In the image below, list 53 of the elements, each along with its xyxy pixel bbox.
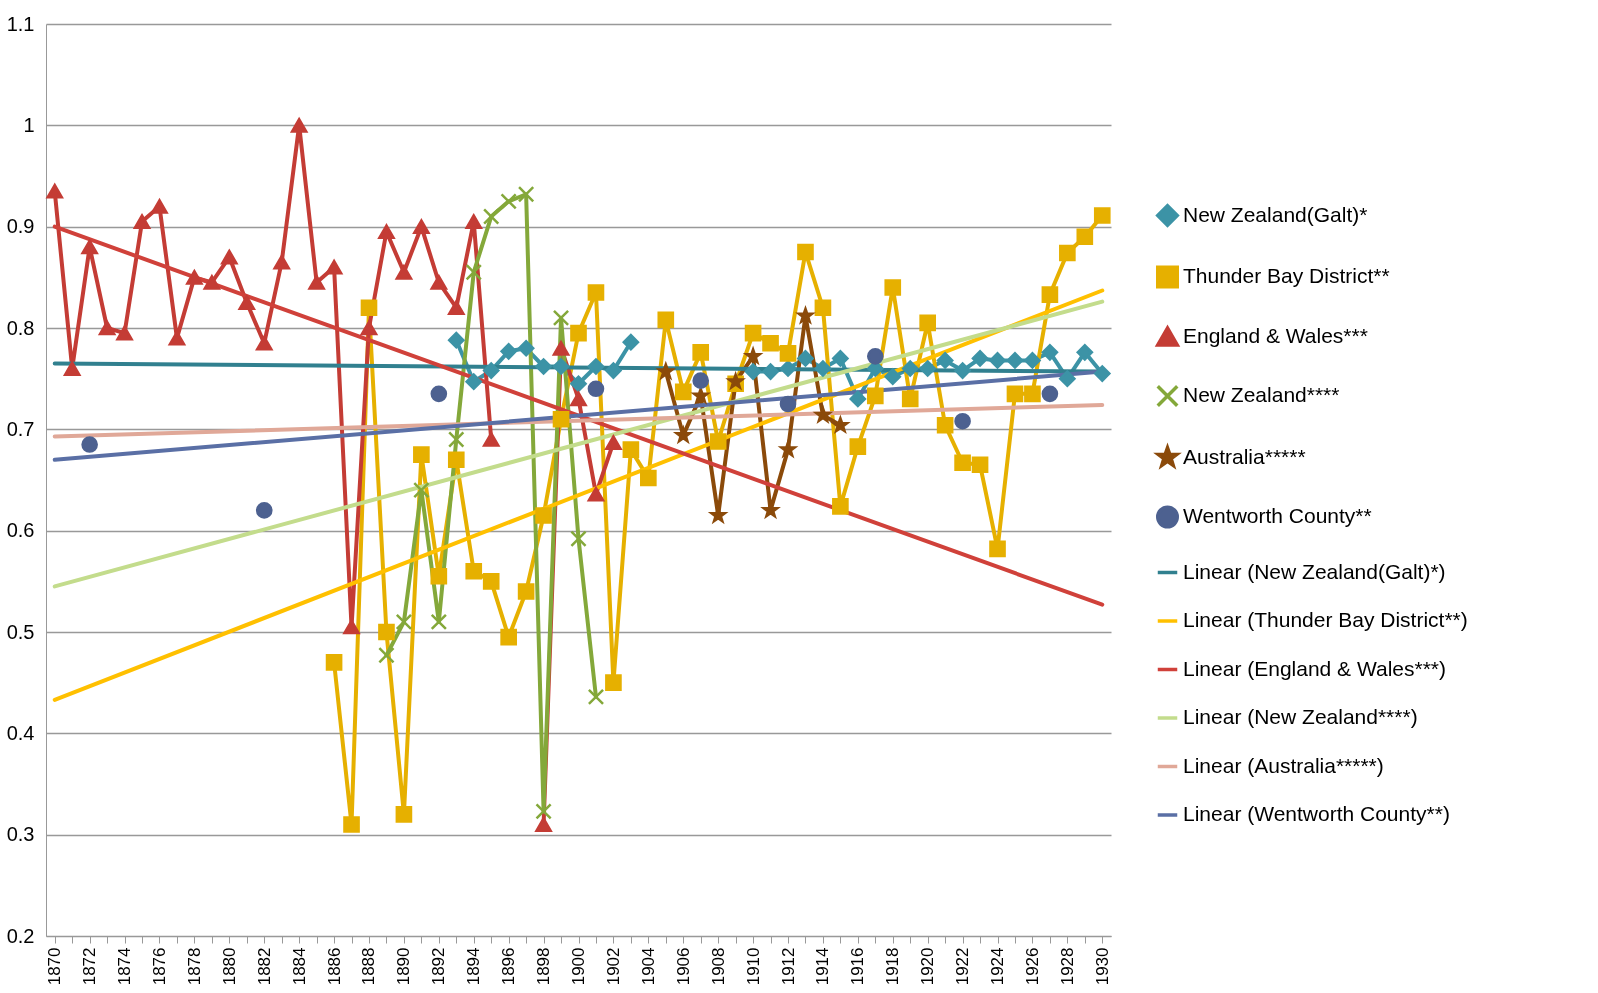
y-tick-label: 1 <box>23 113 35 136</box>
x-tick-label: 1898 <box>534 947 554 986</box>
legend-label: New Zealand**** <box>1183 383 1340 406</box>
x-tick-label: 1888 <box>359 947 379 986</box>
x-tick-label: 1904 <box>638 947 658 986</box>
x-tick-label: 1890 <box>394 947 414 986</box>
y-tick-label: 0.4 <box>6 721 35 744</box>
y-tick-label: 0.2 <box>6 924 35 947</box>
x-tick-label: 1882 <box>254 947 274 986</box>
y-tick-label: 1.1 <box>6 12 35 35</box>
legend-label: Linear (Wentworth County**) <box>1183 802 1450 825</box>
x-tick-label: 1870 <box>45 947 65 986</box>
legend-label: New Zealand(Galt)* <box>1183 202 1368 226</box>
legend-label: Australia***** <box>1183 444 1306 468</box>
x-tick-label: 1922 <box>953 947 973 986</box>
x-tick-label: 1914 <box>813 947 833 986</box>
x-tick-label: 1892 <box>429 947 449 986</box>
x-tick-label: 1916 <box>848 947 868 986</box>
x-tick-label: 1908 <box>708 947 728 986</box>
x-tick-label: 1878 <box>184 947 204 986</box>
y-tick-label: 0.7 <box>6 417 35 440</box>
legend-label: Linear (England & Wales***) <box>1183 656 1447 680</box>
x-tick-label: 1930 <box>1092 947 1112 986</box>
x-tick-label: 1894 <box>464 947 484 986</box>
legend-label: Linear (New Zealand****) <box>1183 705 1418 728</box>
x-tick-label: 1918 <box>883 947 903 986</box>
x-tick-label: 1900 <box>569 947 588 986</box>
x-tick-label: 1902 <box>603 947 623 986</box>
x-tick-label: 1926 <box>1022 947 1042 986</box>
legend-label: Linear (Australia*****) <box>1183 753 1384 777</box>
legend-label: Thunder Bay District** <box>1183 264 1390 287</box>
x-tick-label: 1876 <box>149 947 169 986</box>
x-tick-label: 1910 <box>743 947 763 986</box>
legend-label: Linear (Thunder Bay District**) <box>1183 608 1468 631</box>
x-tick-label: 1896 <box>499 947 519 986</box>
x-tick-label: 1884 <box>289 947 309 986</box>
x-tick-label: 1924 <box>988 947 1008 986</box>
legend-label: Wentworth County** <box>1183 504 1372 527</box>
y-tick-label: 0.9 <box>6 215 35 238</box>
x-tick-label: 1872 <box>80 947 100 986</box>
legend-label: Linear (New Zealand(Galt)*) <box>1183 559 1446 583</box>
y-tick-label: 0.3 <box>6 823 35 846</box>
x-tick-label: 1912 <box>778 947 798 986</box>
y-tick-label: 0.5 <box>6 620 35 643</box>
x-tick-label: 1928 <box>1057 947 1077 986</box>
x-tick-label: 1874 <box>115 947 135 986</box>
x-tick-label: 1920 <box>918 947 938 986</box>
y-tick-label: 0.8 <box>6 316 35 339</box>
y-tick-label: 0.6 <box>6 519 35 542</box>
x-tick-label: 1880 <box>219 947 239 986</box>
x-tick-label: 1886 <box>324 947 344 986</box>
x-tick-label: 1906 <box>673 947 693 986</box>
legend-label: England & Wales*** <box>1183 323 1368 347</box>
